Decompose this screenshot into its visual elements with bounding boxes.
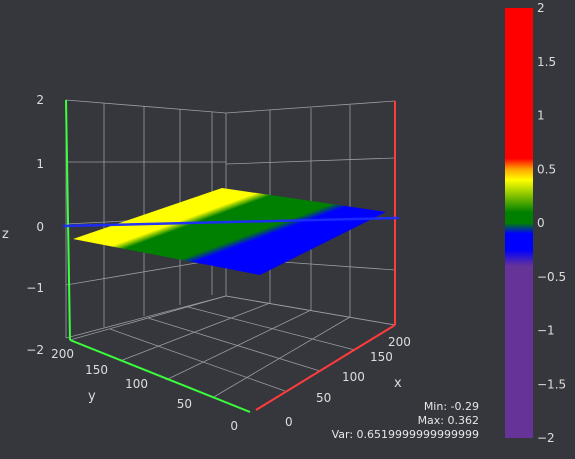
stat-var: Var: 0.6519999999999999 bbox=[331, 428, 479, 441]
grid-line bbox=[187, 306, 356, 351]
z-zero-line bbox=[62, 216, 400, 228]
x-axis-label: x bbox=[394, 376, 402, 391]
stat-min: Min: -0.29 bbox=[423, 400, 479, 413]
x-axis-line bbox=[255, 324, 396, 411]
y-tick-label: 100 bbox=[125, 377, 148, 391]
y-tick-label: 150 bbox=[85, 363, 108, 377]
grid-line bbox=[65, 295, 227, 339]
grid-line bbox=[225, 295, 396, 326]
z-tick-label: 2 bbox=[36, 93, 44, 107]
grid-line bbox=[211, 316, 351, 399]
z-axis-label: z bbox=[2, 227, 9, 242]
grid-line bbox=[147, 317, 321, 372]
grid-line bbox=[225, 100, 396, 114]
colorbar bbox=[505, 8, 533, 438]
z-tick-label: 1 bbox=[36, 157, 44, 171]
colorbar-tick-label: −0.5 bbox=[537, 270, 566, 284]
colorbar-tick-label: 1.5 bbox=[537, 55, 556, 69]
grid-line bbox=[119, 302, 271, 362]
grid-line bbox=[109, 328, 286, 392]
y-tick-label: 50 bbox=[177, 397, 192, 411]
colorbar-tick-label: −1 bbox=[537, 324, 555, 338]
grid-line bbox=[65, 99, 227, 114]
y-tick-label: 0 bbox=[230, 419, 238, 433]
z-tick-label: −2 bbox=[26, 343, 44, 357]
z-tick-labels: −2 −1 0 1 2 bbox=[26, 93, 44, 357]
colorbar-tick-label: 0.5 bbox=[537, 162, 556, 176]
grid-line bbox=[165, 309, 312, 381]
grid-line bbox=[225, 157, 396, 165]
y-axis-label: y bbox=[88, 389, 96, 404]
colorbar-tick-label: −1.5 bbox=[537, 377, 566, 391]
y-tick-label: 200 bbox=[51, 347, 74, 361]
y-tick-labels: 0 50 100 150 200 bbox=[51, 347, 238, 433]
z-tick-label: −1 bbox=[26, 281, 44, 295]
z-tick-label: 0 bbox=[36, 220, 44, 234]
x-tick-label: 200 bbox=[388, 335, 411, 349]
stat-max: Max: 0.362 bbox=[417, 414, 479, 427]
x-tick-label: 0 bbox=[285, 415, 293, 429]
colorbar-tick-label: 2 bbox=[537, 1, 545, 15]
x-tick-label: 100 bbox=[342, 370, 365, 384]
stats-panel: Min: -0.29 Max: 0.362 Var: 0.65199999999… bbox=[299, 400, 479, 442]
colorbar-tick-label: −2 bbox=[537, 431, 555, 445]
colorbar-tick-label: 1 bbox=[537, 109, 545, 123]
surface-plane[interactable] bbox=[73, 188, 386, 275]
colorbar-tick-label: 0 bbox=[537, 216, 545, 230]
z-axis-line bbox=[65, 99, 71, 341]
x-tick-label: 150 bbox=[370, 350, 393, 364]
colorbar-tick-labels: 2 1.5 1 0.5 0 −0.5 −1 −1.5 −2 bbox=[537, 1, 566, 445]
x-tick-label: 50 bbox=[316, 391, 331, 405]
y-axis-line bbox=[69, 339, 251, 413]
